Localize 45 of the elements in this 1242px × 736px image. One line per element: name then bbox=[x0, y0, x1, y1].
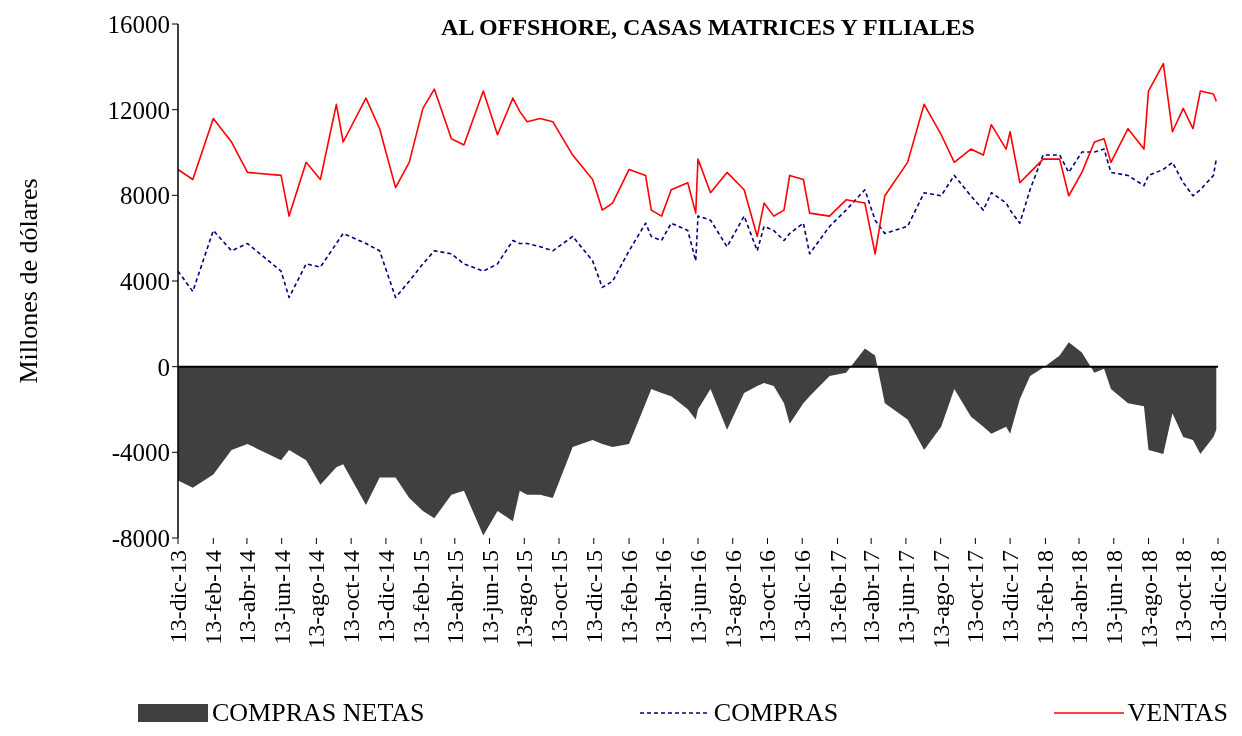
legend-label: VENTAS bbox=[1127, 698, 1228, 728]
x-tick-label: 13-feb-14 bbox=[200, 550, 227, 645]
x-tick-label: 13-jun-15 bbox=[476, 550, 503, 645]
y-tick-label: 0 bbox=[157, 353, 170, 381]
y-axis-title: Millones de dólares bbox=[14, 178, 44, 384]
x-tick-label: 13-oct-14 bbox=[338, 550, 365, 644]
x-tick-label: 13-ago-17 bbox=[927, 550, 954, 649]
legend-label: COMPRAS NETAS bbox=[212, 698, 425, 728]
x-tick-label: 13-abr-14 bbox=[233, 550, 260, 645]
x-tick-label: 13-dic-14 bbox=[372, 550, 399, 644]
x-tick-label: 13-jun-14 bbox=[268, 550, 295, 645]
legend-label: COMPRAS bbox=[713, 698, 839, 728]
x-tick-label: 13-feb-15 bbox=[408, 550, 435, 645]
x-tick-label: 13-dic-15 bbox=[580, 550, 607, 644]
x-tick-label: 13-dic-18 bbox=[1205, 550, 1231, 644]
x-tick-label: 13-oct-17 bbox=[962, 550, 989, 644]
x-tick-label: 13-jun-16 bbox=[685, 550, 711, 645]
x-tick-label: 13-oct-18 bbox=[1170, 550, 1197, 644]
y-tick-label: 4000 bbox=[120, 267, 170, 295]
x-tick-label: 13-dic-16 bbox=[789, 550, 816, 644]
y-tick-label: -4000 bbox=[111, 439, 170, 467]
chart-title: AL OFFSHORE, CASAS MATRICES Y FILIALES bbox=[441, 14, 975, 40]
x-tick-label: 13-abr-18 bbox=[1066, 550, 1093, 645]
x-tick-label: 13-abr-16 bbox=[650, 550, 677, 645]
x-tick-label: 13-feb-16 bbox=[616, 550, 643, 645]
line-series bbox=[178, 62, 1218, 255]
y-tick-label: 16000 bbox=[107, 10, 170, 38]
x-tick-label: 13-feb-17 bbox=[824, 550, 851, 645]
x-tick-label: 13-ago-14 bbox=[303, 550, 330, 649]
x-tick-label: 13-feb-18 bbox=[1032, 550, 1059, 645]
x-tick-label: 13-jun-17 bbox=[892, 550, 919, 645]
y-tick-label: 8000 bbox=[120, 182, 170, 210]
x-tick-label: 13-abr-15 bbox=[441, 550, 468, 645]
x-tick-label: 13-ago-16 bbox=[719, 550, 746, 649]
x-tick-label: 13-ago-15 bbox=[511, 550, 538, 649]
y-tick-label: 12000 bbox=[107, 96, 170, 124]
x-tick-label: 13-dic-13 bbox=[165, 550, 191, 644]
x-tick-label: 13-abr-17 bbox=[858, 550, 885, 645]
x-tick-label: 13-jun-18 bbox=[1100, 550, 1127, 645]
x-tick-label: 13-ago-18 bbox=[1135, 550, 1162, 649]
x-tick-label: 13-oct-16 bbox=[754, 550, 781, 644]
y-tick-label: -8000 bbox=[111, 524, 170, 552]
x-tick-label: 13-dic-17 bbox=[997, 550, 1024, 644]
x-tick-label: 13-oct-15 bbox=[546, 550, 573, 644]
line-series bbox=[178, 148, 1218, 299]
